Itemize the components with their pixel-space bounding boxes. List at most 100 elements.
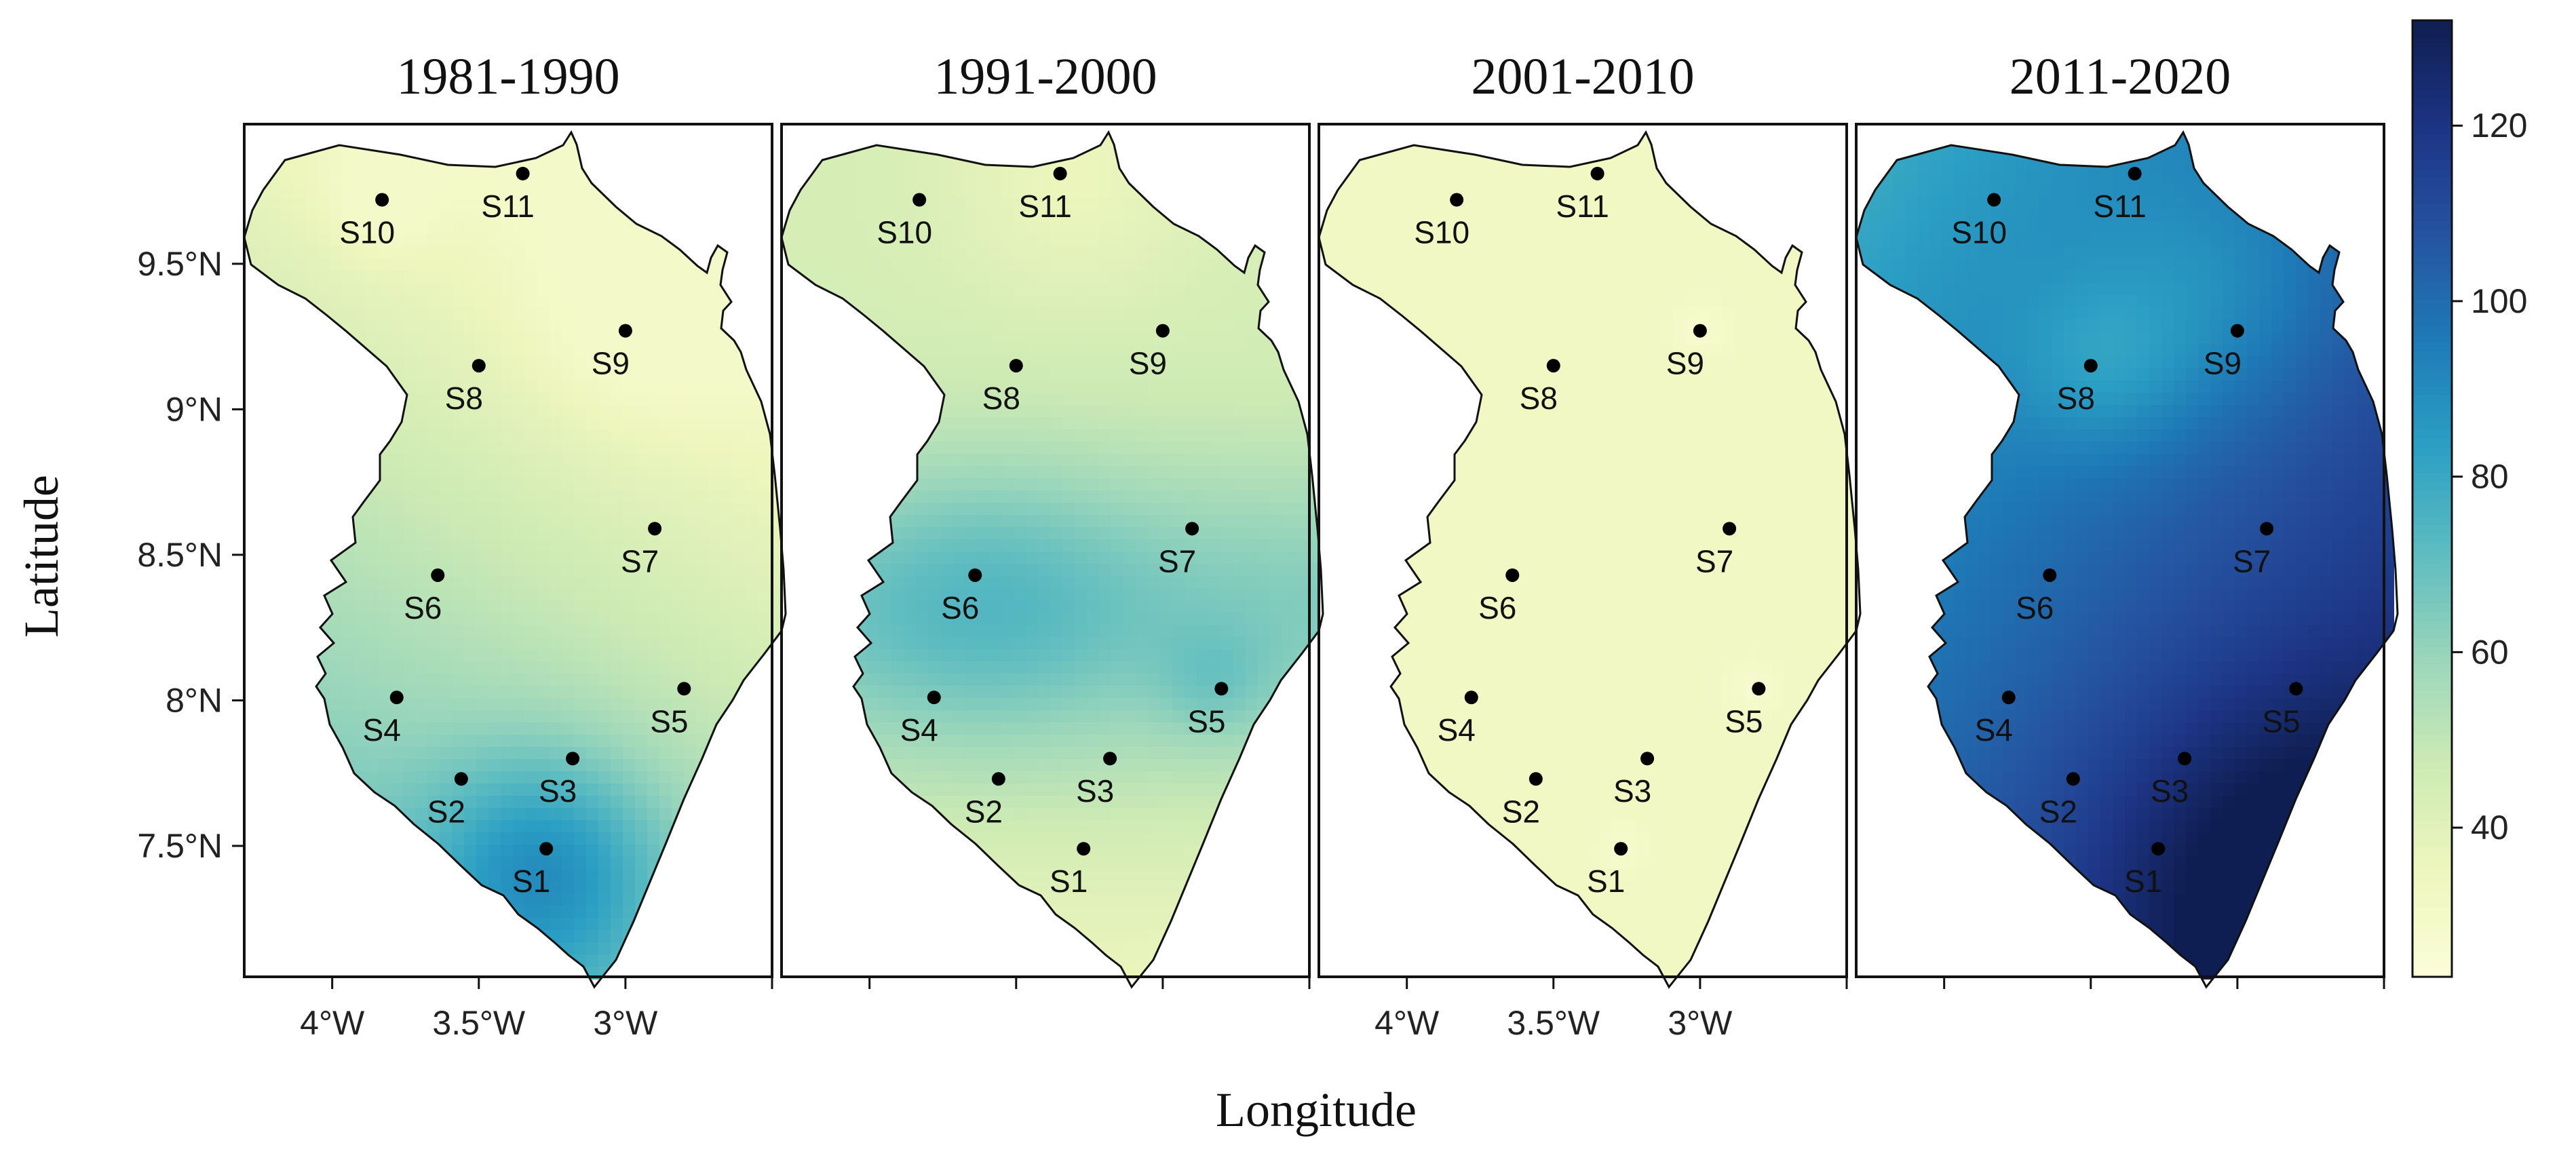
station-marker [516,166,530,180]
colorbar-segment [2412,90,2452,100]
panel-title: 1981-1990 [396,48,619,105]
colorbar-segment [2412,690,2452,699]
colorbar-segment [2412,376,2452,387]
colorbar-segment [2412,741,2452,752]
colorbar-segment [2412,263,2452,273]
station-marker [677,682,691,696]
colorbar-segment [2412,707,2452,717]
station-marker [1464,691,1478,705]
y-tick-label: 9.5°N [137,245,223,283]
colorbar-segment [2412,351,2452,360]
colorbar-segment [2412,315,2452,326]
station-label: S6 [2016,590,2054,625]
station-marker [1546,359,1560,373]
station-marker [2043,568,2057,582]
station-marker [2083,359,2098,373]
colorbar-segment [2412,655,2452,665]
colorbar-segment [2412,933,2452,943]
colorbar-segment [2412,602,2452,613]
region-boundary [1318,130,1862,989]
colorbar-segment [2412,724,2452,735]
colorbar-segment [2412,663,2452,674]
colorbar-segment [2412,585,2452,595]
colorbar-segment [2412,968,2452,977]
station-label: S4 [900,712,938,748]
station-label: S11 [1556,189,1609,224]
colorbar-segment [2412,750,2452,760]
station-marker [1053,166,1067,180]
x-tick-label: 4°W [300,1004,365,1042]
map-panel-1: 1981-1990 4°W 3.5°W 3°W 9.5°N 9°N 8.5°N 8°N 7.5°… [137,48,787,1042]
y-axis-title: Latitude [14,475,69,638]
panel-frame [1855,123,2385,978]
colorbar-segment [2412,116,2452,125]
colorbar-segment [2412,490,2452,499]
map-panel-4: 2011-2020 S1 S2 S3 S4 S5 S6 S7 S8 S9 S10 S11 [1855,48,2399,989]
station-label: S5 [650,703,688,739]
station-marker [1103,752,1117,766]
colorbar-segment [2412,716,2452,726]
colorbar-segment [2412,359,2452,369]
colorbar-segment [2412,307,2452,317]
colorbar-segment [2412,446,2452,456]
colorbar-segment [2412,820,2452,830]
colorbar-segment [2412,811,2452,821]
colorbar: 40 60 80 100 120 [2411,19,2527,978]
colorbar-segment [2412,777,2452,786]
station-label: S5 [1187,703,1225,739]
station-label: S9 [1666,346,1704,381]
station-marker [1450,193,1464,207]
panel-title: 1991-2000 [934,48,1157,105]
station-label: S9 [2204,346,2242,381]
station-label: S8 [1520,381,1558,416]
y-tick-label: 8°N [166,681,223,719]
station-marker [1214,682,1229,696]
colorbar-segment [2412,133,2452,143]
x-tick-label: 4°W [1374,1004,1440,1042]
colorbar-segment [2412,507,2452,517]
colorbar-segment [2412,881,2452,891]
contour-field [782,132,1320,980]
station-label: S7 [1695,543,1733,579]
colorbar-segment [2412,64,2452,73]
station-label: S1 [1050,864,1088,899]
station-label: S9 [592,346,630,381]
colorbar-segment [2412,463,2452,473]
station-marker [2260,522,2274,536]
colorbar-tick-label: 120 [2471,106,2527,144]
station-marker [1009,359,1023,373]
colorbar-segment [2412,594,2452,604]
station-label: S3 [1076,773,1114,809]
station-label: S7 [621,543,659,579]
station-marker [1155,324,1170,338]
station-marker [2001,691,2016,705]
colorbar-segment [2412,124,2452,134]
station-label: S2 [2039,794,2077,829]
colorbar-segment [2412,638,2452,647]
station-label: S7 [2233,543,2271,579]
station-marker [2151,842,2166,856]
y-tick-label: 7.5°N [137,827,223,865]
colorbar-segment [2412,499,2452,508]
station-label: S6 [1478,590,1516,625]
colorbar-segment [2412,925,2452,934]
colorbar-segment [2412,794,2452,804]
panel-frame [780,123,1311,978]
colorbar-segment [2412,959,2452,969]
colorbar-segment [2412,768,2452,778]
colorbar-segment [2412,916,2452,926]
colorbar-segment [2412,542,2452,551]
panel-title: 2001-2010 [1471,48,1694,105]
station-marker [927,691,941,705]
colorbar-tick-label: 60 [2471,633,2509,671]
colorbar-segment [2412,759,2452,769]
station-label: S5 [1725,703,1763,739]
x-tick-label: 3.5°W [432,1004,526,1042]
colorbar-segment [2412,646,2452,656]
colorbar-segment [2412,568,2452,578]
panel-frame [1318,123,1848,978]
station-marker [566,752,580,766]
colorbar-segment [2412,620,2452,630]
colorbar-segment [2412,46,2452,56]
x-axis-title: Longitude [1216,1083,1417,1137]
